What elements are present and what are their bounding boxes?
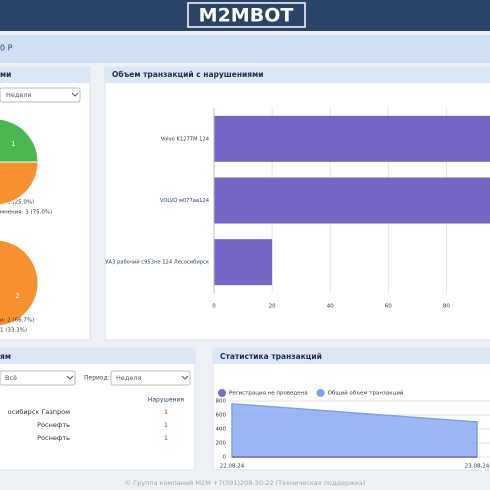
legend-label: Общий объем транзакций bbox=[328, 390, 404, 397]
legend-label: и: 1 (25.0%) bbox=[0, 200, 34, 206]
panel-title: ям bbox=[0, 352, 11, 361]
pie-slice bbox=[0, 239, 39, 327]
panel bbox=[0, 347, 196, 471]
y-tick-label: 800 bbox=[216, 399, 227, 405]
y-tick-label: 600 bbox=[216, 413, 227, 419]
legend-label: 1 (33.3%) bbox=[0, 328, 27, 334]
legend-label: Регистрация не проведена bbox=[229, 391, 308, 397]
top-bar bbox=[0, 0, 490, 31]
row-value: 1 bbox=[164, 408, 168, 416]
panel-header bbox=[105, 67, 490, 83]
dropdown[interactable] bbox=[0, 87, 81, 103]
row-value: 1 bbox=[164, 421, 168, 429]
dropdown-arrow bbox=[66, 375, 74, 380]
balance: 0 Р bbox=[0, 44, 13, 53]
y-tick-label: VOLVO м077аа124 bbox=[160, 198, 210, 204]
legend-marker bbox=[316, 389, 325, 397]
column-header: Нарушения bbox=[148, 397, 185, 404]
pie-slice bbox=[0, 118, 39, 163]
legend-label: и: 2 (66.7%) bbox=[0, 318, 34, 324]
x-tick-label: 0 bbox=[212, 304, 216, 310]
x-tick-label: 80 bbox=[443, 304, 450, 310]
panel-title: Объем транзакций с нарушениями bbox=[112, 70, 263, 79]
y-tick-label: 400 bbox=[216, 427, 227, 433]
x-tick-label: 20 bbox=[269, 304, 276, 310]
legend-label: мнения: 3 (75.0%) bbox=[0, 210, 52, 216]
panel-header bbox=[0, 67, 90, 83]
panel-header bbox=[0, 348, 195, 364]
dropdown[interactable] bbox=[0, 370, 76, 386]
balance-bar bbox=[0, 35, 490, 63]
dropdown-arrow bbox=[181, 375, 189, 380]
logo-frame bbox=[187, 2, 306, 28]
y-tick-label: 0 bbox=[223, 455, 227, 461]
x-tick-label: 23.08.24 bbox=[465, 464, 490, 470]
footer: © Группа компаний М2М +7(391)208-30-22 (… bbox=[125, 479, 366, 487]
dropdown[interactable] bbox=[110, 370, 191, 386]
y-tick-label: 200 bbox=[216, 441, 227, 447]
x-tick-label: 40 bbox=[327, 304, 334, 310]
bar bbox=[214, 239, 273, 286]
row-name: Роснефть bbox=[37, 421, 70, 429]
row-value: 1 bbox=[164, 434, 168, 442]
legend-marker bbox=[218, 389, 226, 397]
slice-label: 2 bbox=[15, 292, 19, 300]
bar bbox=[214, 115, 490, 162]
y-tick-label: Volvo K127TM 124 bbox=[161, 136, 210, 142]
dropdown-value: Неделя bbox=[116, 374, 142, 382]
panel-header bbox=[213, 348, 490, 364]
row-name: Роснефть bbox=[37, 434, 70, 442]
filter-label: Период: bbox=[84, 375, 110, 382]
dropdown-value: Неделя bbox=[6, 91, 32, 99]
logo: M2MBOT bbox=[199, 5, 294, 27]
row-name: осибирск Газпром bbox=[8, 408, 70, 416]
pie-slice bbox=[0, 161, 39, 206]
dropdown-arrow bbox=[71, 92, 79, 97]
x-tick-label: 22.08.24 bbox=[220, 464, 245, 470]
x-tick-label: 60 bbox=[385, 304, 392, 310]
dropdown-value: Всё bbox=[5, 374, 17, 382]
slice-label: 1 bbox=[11, 140, 15, 148]
panel-title: ми bbox=[0, 70, 11, 79]
bar bbox=[214, 177, 490, 224]
y-tick-label: УАЗ рабочий с953не 124 Лесосибирск bbox=[105, 259, 209, 266]
panel-title: Статистика транзакций bbox=[220, 352, 322, 361]
